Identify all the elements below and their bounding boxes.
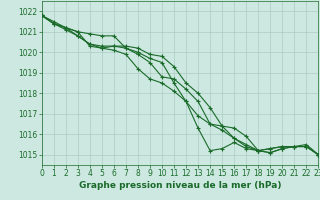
X-axis label: Graphe pression niveau de la mer (hPa): Graphe pression niveau de la mer (hPa) [79,181,281,190]
